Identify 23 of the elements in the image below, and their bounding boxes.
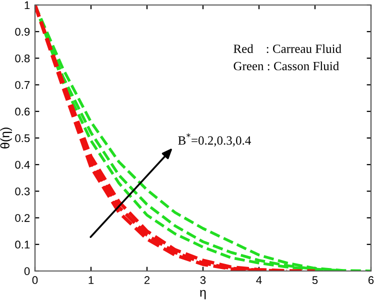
x-tick-label: 4: [256, 276, 262, 284]
y-tick-label: 0.1: [15, 240, 30, 249]
y-tick-label: 1: [24, 1, 30, 10]
annotation: Green : Casson Fluid: [234, 61, 339, 70]
x-tick-label: 0: [32, 276, 38, 284]
y-tick-label: 0.9: [15, 28, 30, 36]
y-tick-label: 0.8: [15, 54, 30, 62]
y-tick-label: 0.6: [15, 108, 30, 116]
x-tick-label: 5: [312, 276, 318, 284]
y-tick-label: 0: [24, 267, 30, 276]
y-axis-title: θ(η): [0, 128, 12, 148]
x-tick-label: 3: [200, 276, 206, 284]
y-tick-label: 0.5: [15, 134, 30, 142]
x-tick-label: 1: [88, 276, 94, 284]
annotation: B$^{*}$=0.2,0.3,0.4: [178, 133, 251, 147]
x-axis-title: η: [200, 290, 206, 300]
y-tick-label: 0.3: [15, 187, 30, 196]
y-tick-label: 0.2: [15, 214, 30, 222]
x-tick-label: 6: [368, 276, 374, 284]
y-tick-label: 0.7: [15, 81, 30, 89]
y-tick-label: 0.4: [15, 160, 30, 169]
annotation: Red : Carreau Fluid: [234, 44, 342, 54]
x-tick-label: 2: [144, 276, 150, 284]
